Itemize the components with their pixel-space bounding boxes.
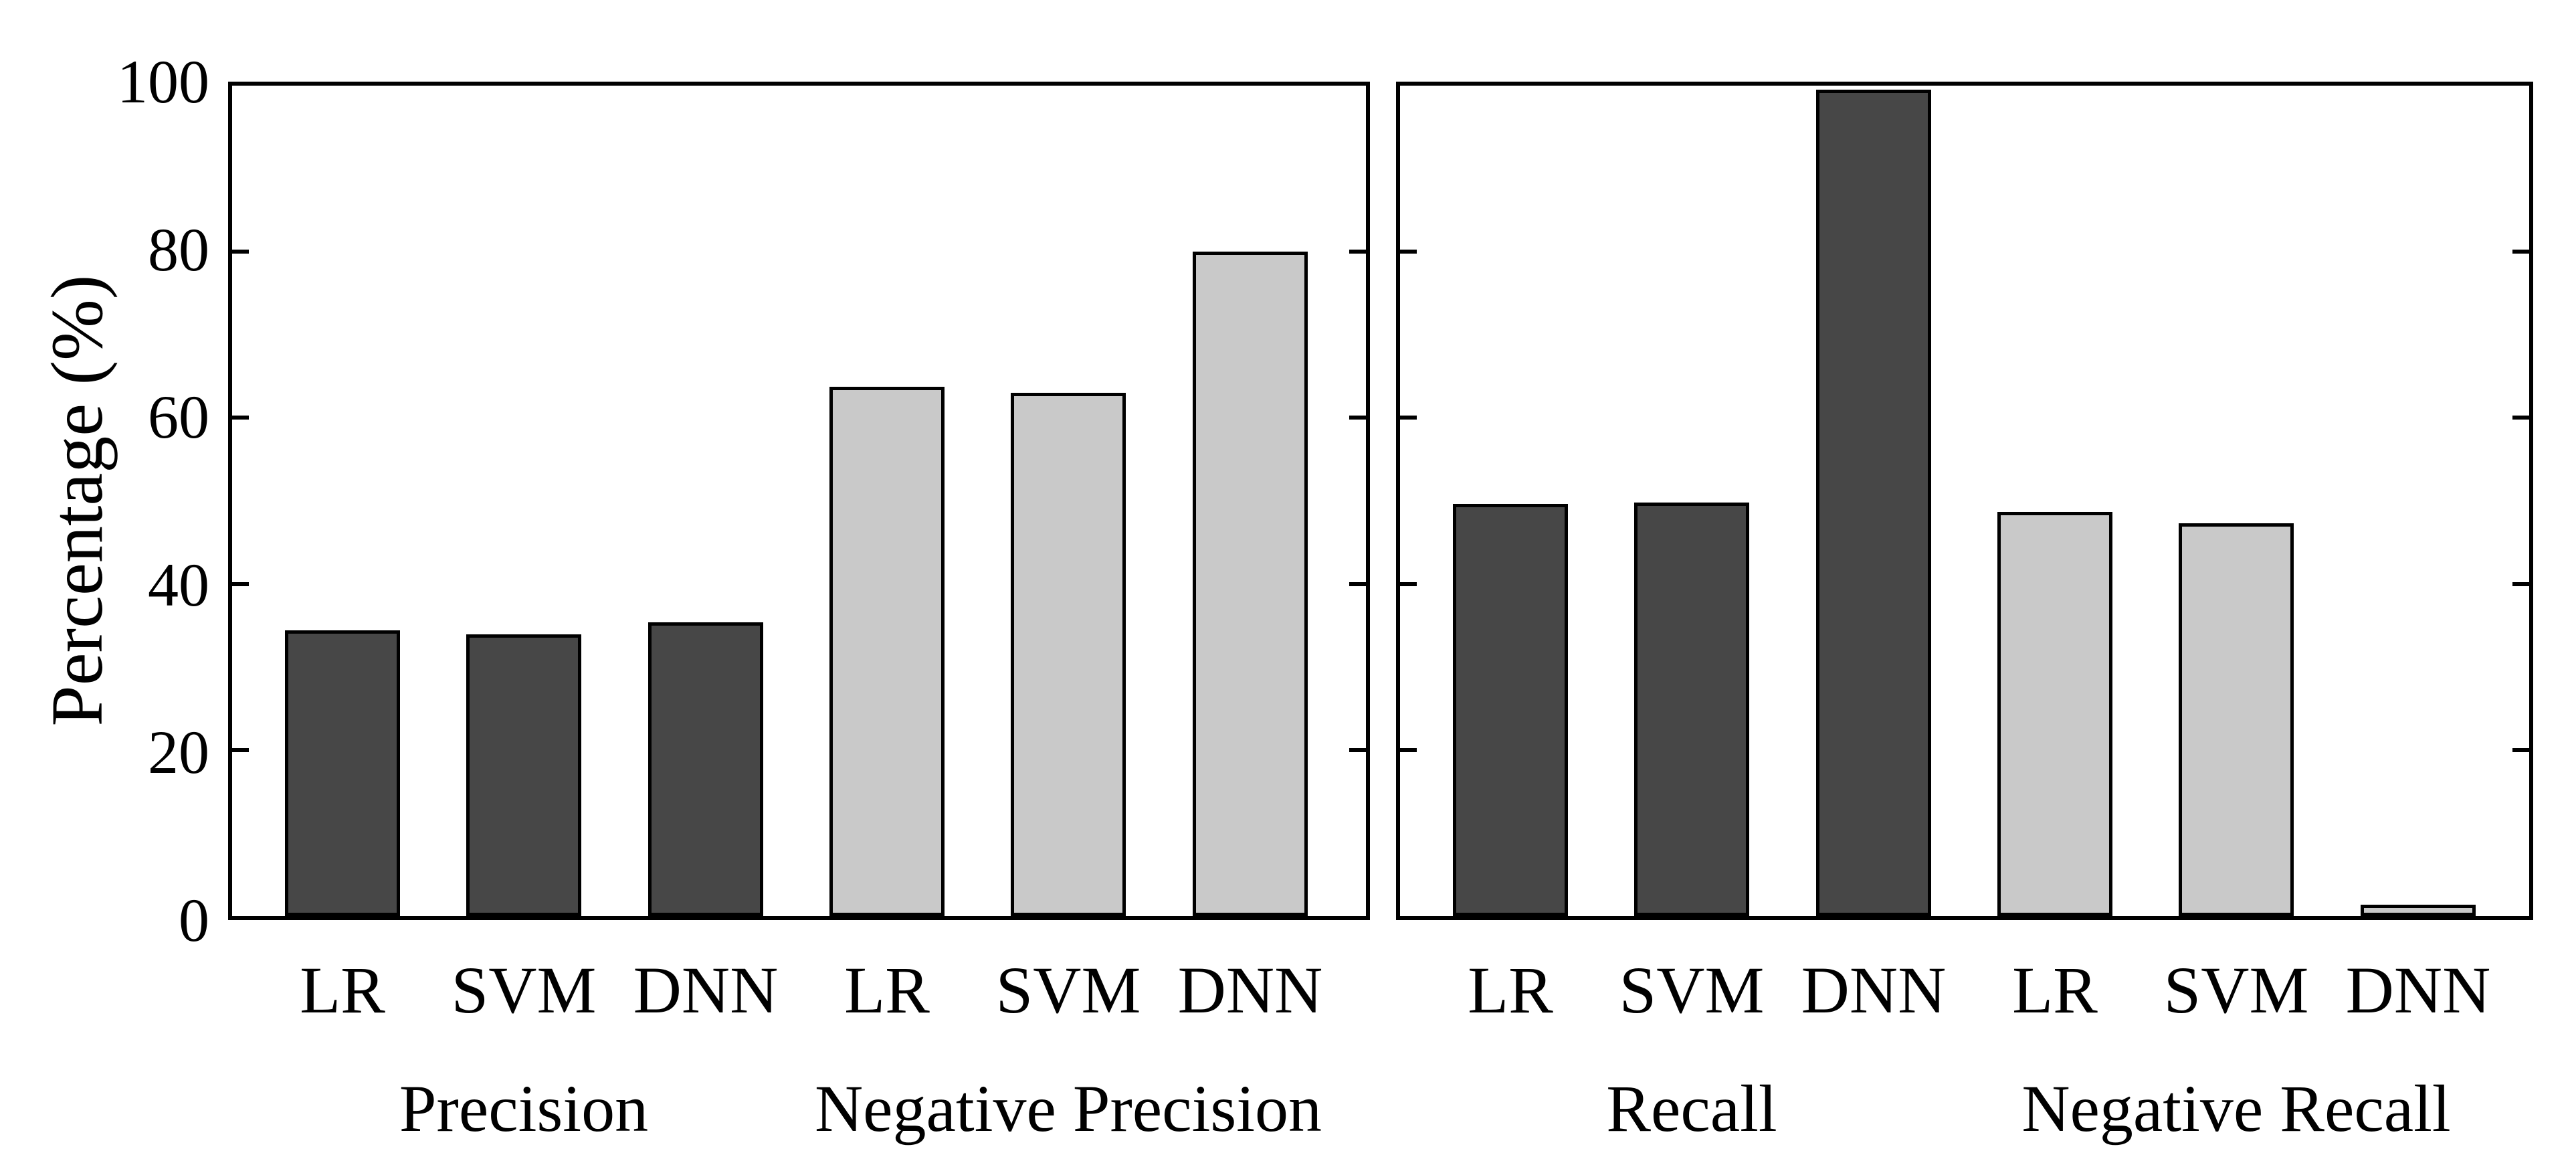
x-category-label: SVM [451, 953, 597, 1027]
group-label: Negative Recall [2021, 1071, 2451, 1146]
y-axis-tick [1400, 748, 1417, 752]
y-axis-tick [232, 416, 249, 420]
plot-panel [1396, 82, 2533, 920]
y-tick-label: 0 [179, 886, 209, 954]
x-category-label: LR [844, 953, 930, 1027]
x-category-label: SVM [995, 953, 1141, 1027]
y-axis-tick [232, 582, 249, 586]
plot-panel [228, 82, 1370, 920]
y-axis-tick [2512, 250, 2529, 254]
y-tick-label: 60 [148, 383, 209, 451]
y-axis-tick [1400, 250, 1417, 254]
x-category-label: DNN [1177, 953, 1323, 1027]
y-axis-tick [1349, 250, 1366, 254]
x-category-label: DNN [2345, 953, 2491, 1027]
x-category-label: DNN [1801, 953, 1947, 1027]
plot-panel-inner [232, 86, 1366, 916]
bar-precision-dnn [648, 622, 763, 916]
y-axis-tick [1349, 748, 1366, 752]
bar-precision-svm [466, 634, 581, 916]
y-tick-label: 20 [148, 718, 209, 786]
bar-negative-precision-lr [829, 387, 945, 916]
bar-negative-precision-svm [1011, 393, 1126, 916]
bar-recall-svm [1634, 503, 1749, 916]
y-tick-label: 40 [148, 551, 209, 619]
bar-recall-lr [1453, 504, 1568, 916]
group-label: Negative Precision [814, 1071, 1322, 1146]
bar-recall-dnn [1816, 90, 1931, 916]
group-label: Precision [399, 1071, 649, 1146]
bar-negative-recall-svm [2179, 523, 2294, 916]
y-axis-tick [232, 250, 249, 254]
y-axis-tick [2512, 748, 2529, 752]
bar-negative-recall-lr [1997, 512, 2112, 916]
y-axis-tick [2512, 582, 2529, 586]
x-category-label: LR [1468, 953, 1553, 1027]
y-axis-tick [232, 748, 249, 752]
group-label: Recall [1606, 1071, 1777, 1146]
bar-negative-recall-dnn [2361, 905, 2476, 916]
y-axis-tick [1349, 582, 1366, 586]
y-axis-title: Percentage (%) [36, 274, 118, 727]
y-axis-tick [1400, 416, 1417, 420]
x-category-label: SVM [1619, 953, 1765, 1027]
x-category-label: DNN [633, 953, 779, 1027]
y-axis-tick [1349, 416, 1366, 420]
y-axis-tick [2512, 416, 2529, 420]
bar-precision-lr [285, 630, 400, 916]
y-tick-label: 80 [148, 215, 209, 284]
bar-negative-precision-dnn [1193, 252, 1308, 916]
plot-panel-inner [1400, 86, 2529, 916]
x-category-label: LR [300, 953, 385, 1027]
y-axis-tick [1400, 582, 1417, 586]
x-category-label: LR [2012, 953, 2098, 1027]
y-tick-label: 100 [117, 48, 209, 116]
x-category-label: SVM [2163, 953, 2309, 1027]
